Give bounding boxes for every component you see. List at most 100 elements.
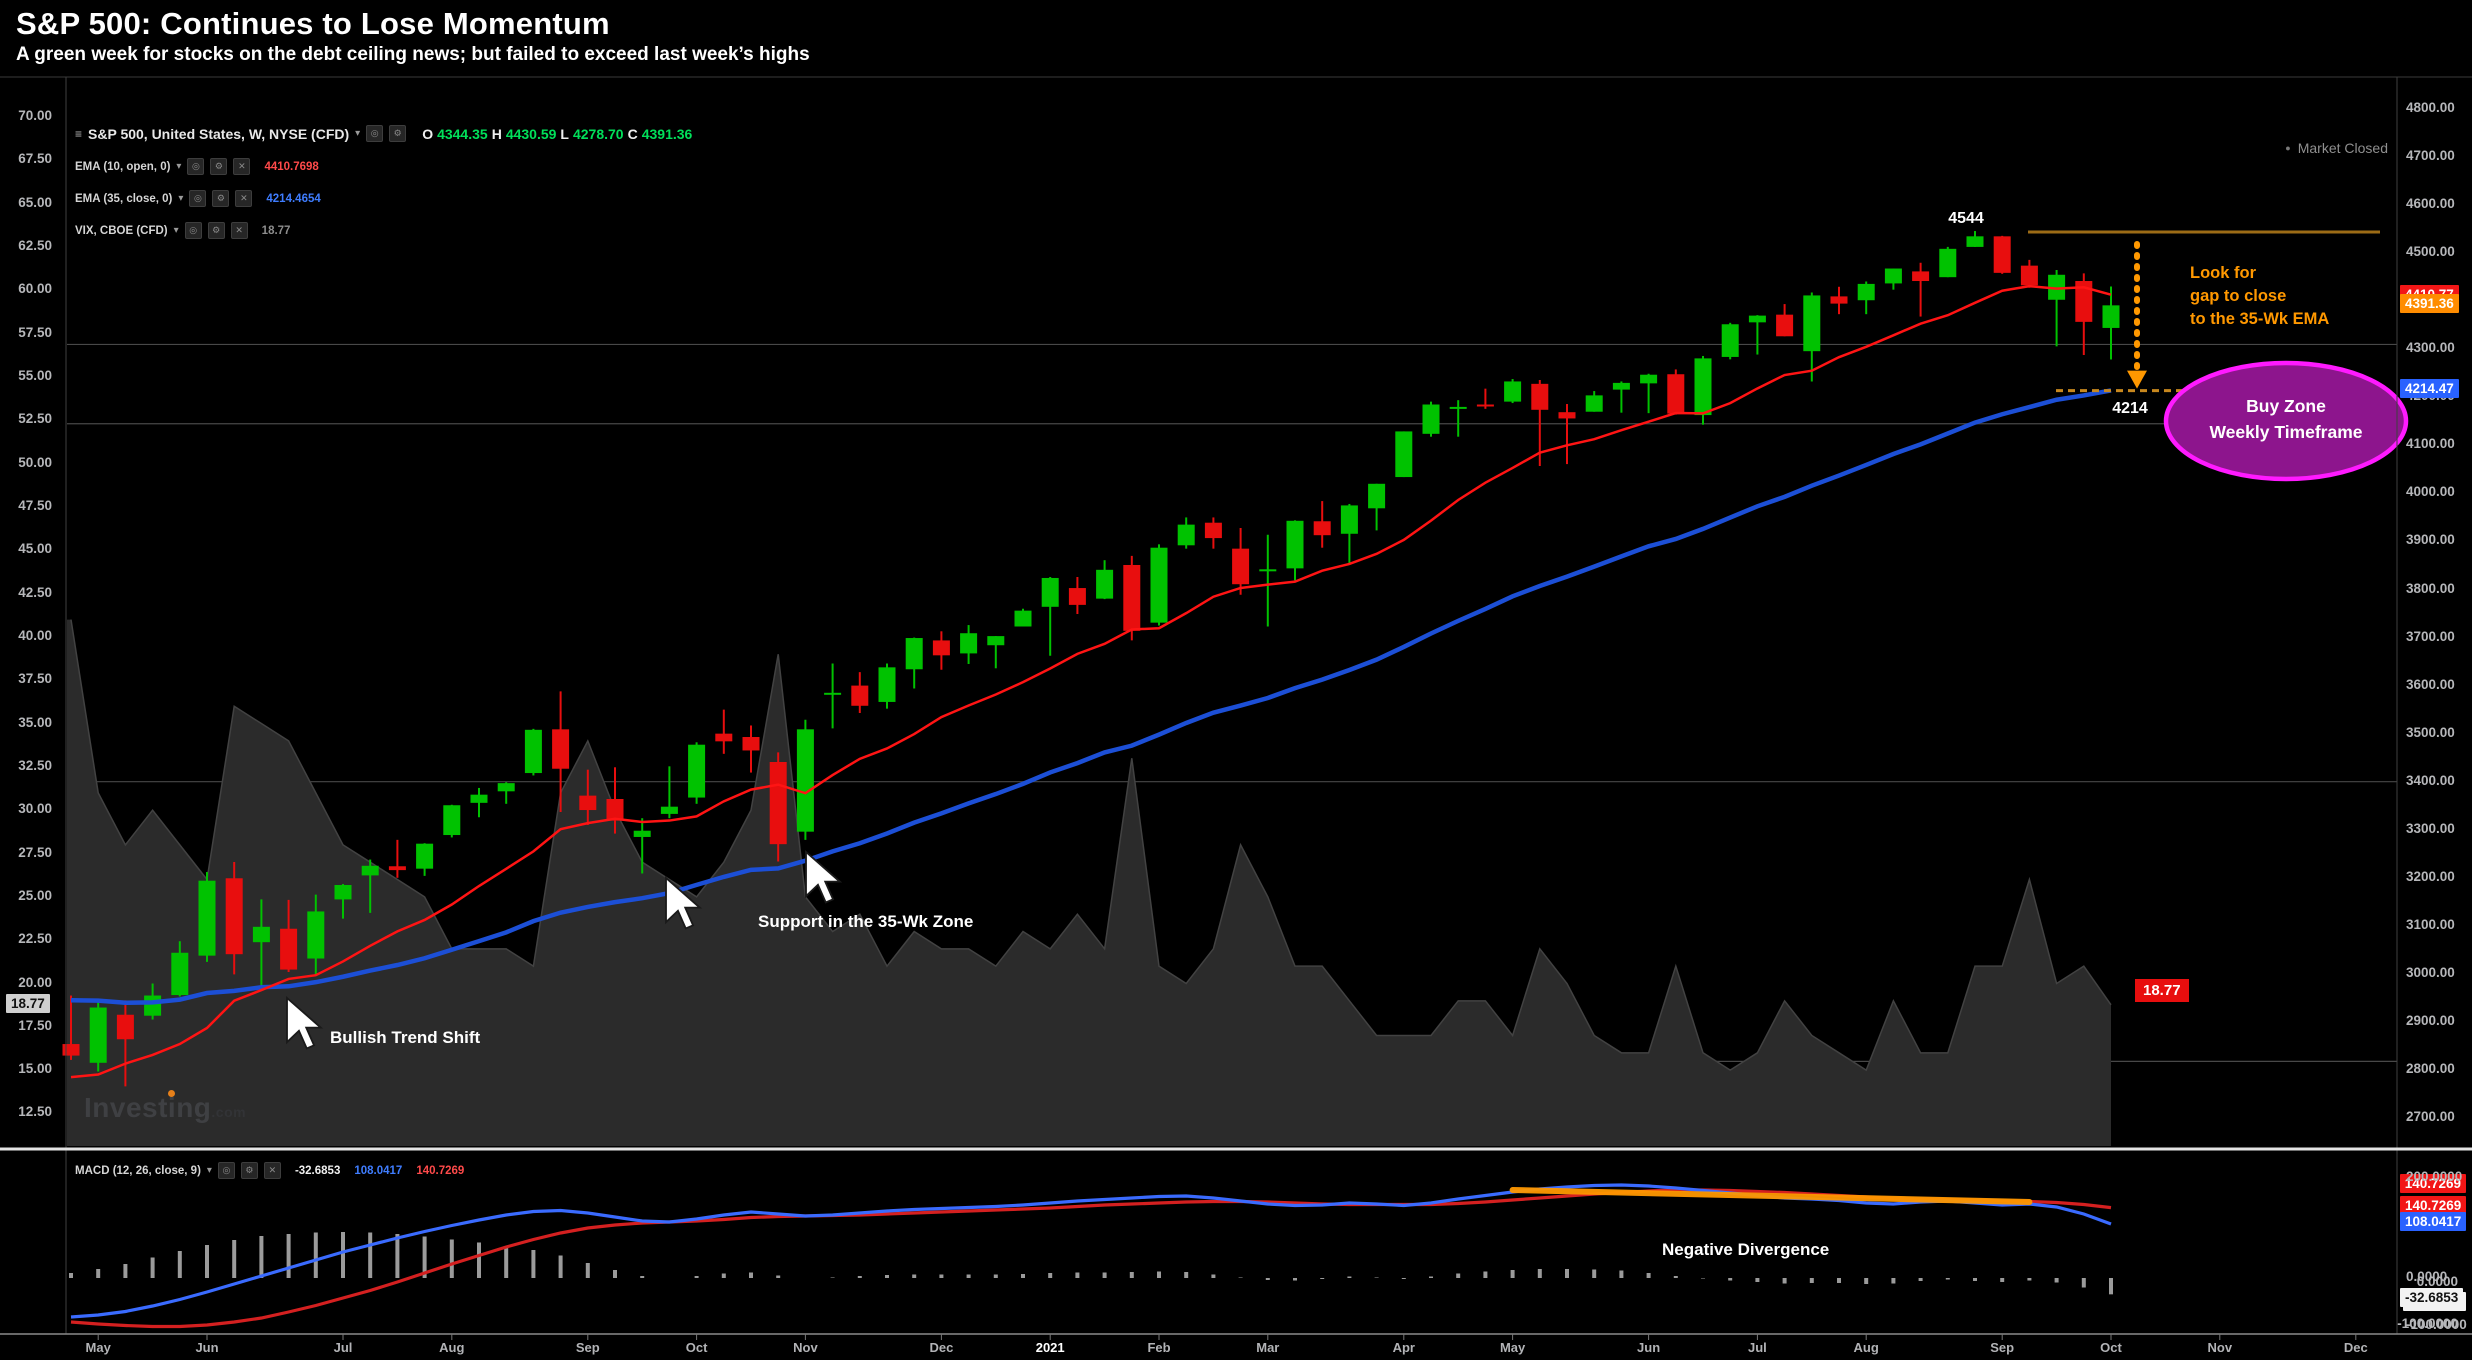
price-axis-badge: 4214.47 bbox=[2400, 379, 2459, 399]
time-axis-label: Dec bbox=[929, 1340, 954, 1355]
candle-body bbox=[1830, 296, 1848, 304]
macd-max-label: 200.0000 bbox=[2406, 1169, 2463, 1184]
price-axis-tick: 4800.00 bbox=[2406, 100, 2455, 115]
ohlc-values: O 4344.35 H 4430.59 L 4278.70 C 4391.36 bbox=[422, 126, 692, 142]
peak-price-annotation: 4544 bbox=[1948, 210, 1984, 227]
candle-body bbox=[416, 843, 434, 869]
buy-zone-ellipse bbox=[2163, 360, 2409, 482]
close-icon[interactable]: ✕ bbox=[235, 190, 253, 207]
ohlc-value: 4430.59 bbox=[505, 125, 557, 142]
vix-axis-tick: 50.00 bbox=[18, 454, 52, 470]
vix-area-edge bbox=[70, 619, 2112, 1072]
macd-signal-line bbox=[70, 1188, 2112, 1329]
candle-body bbox=[252, 926, 270, 943]
eye-icon[interactable]: ◎ bbox=[189, 190, 207, 207]
symbol-legend[interactable]: ≡ S&P 500, United States, W, NYSE (CFD) … bbox=[75, 125, 692, 142]
eye-icon[interactable]: ◎ bbox=[366, 125, 384, 142]
look-for-gap-annotation: Look for gap to close to the 35-Wk EMA bbox=[2190, 262, 2329, 331]
candle-body bbox=[1449, 406, 1467, 409]
close-icon[interactable]: ✕ bbox=[233, 158, 251, 175]
vix-axis-tick: 57.50 bbox=[18, 324, 52, 340]
price-axis-tick: 2800.00 bbox=[2406, 1061, 2455, 1076]
candle-body bbox=[1966, 236, 1984, 247]
close-icon[interactable]: ✕ bbox=[263, 1162, 281, 1179]
ohlc-value: 4278.70 bbox=[572, 125, 624, 142]
vix-axis-tick: 52.50 bbox=[18, 411, 52, 427]
candle-body bbox=[579, 795, 597, 811]
chevron-down-icon[interactable]: ▾ bbox=[173, 225, 179, 236]
investing-logo: Investing.com bbox=[84, 1090, 246, 1124]
candle-body bbox=[1640, 374, 1658, 384]
divergence-trendline bbox=[1509, 1187, 2033, 1205]
logo-dot-icon bbox=[168, 1090, 175, 1097]
macd-hist-value: -32.6853 bbox=[294, 1164, 341, 1177]
price-axis-tick: 3400.00 bbox=[2406, 772, 2455, 788]
macd-legend[interactable]: MACD (12, 26, close, 9) ▾ ◎ ⚙ ✕ -32.6853… bbox=[75, 1162, 464, 1179]
page-title: S&P 500: Continues to Lose Momentum bbox=[16, 6, 610, 41]
vix-value-badge: 18.77 bbox=[2135, 979, 2189, 1002]
candle-body bbox=[1612, 382, 1630, 390]
candle-body bbox=[1694, 358, 1712, 416]
candle-body bbox=[144, 995, 162, 1016]
candle-body bbox=[280, 928, 298, 970]
gap-price-annotation: 4214 bbox=[2112, 400, 2148, 417]
vix-axis-tick: 70.00 bbox=[18, 108, 52, 123]
indicator-row-ema35[interactable]: EMA (35, close, 0) ▾ ◎ ⚙ ✕ 4214.4654 bbox=[75, 190, 321, 207]
candle-body bbox=[1041, 577, 1059, 607]
time-scale[interactable]: May Jun Jul Aug Sep Oct Nov Dec 2021 Feb Mar Apr May… bbox=[0, 1334, 2472, 1360]
candle-body bbox=[715, 733, 733, 742]
indicator-label[interactable]: EMA (35, close, 0) bbox=[75, 192, 173, 205]
price-axis-tick: 3500.00 bbox=[2406, 724, 2455, 740]
eye-icon[interactable]: ◎ bbox=[217, 1162, 235, 1179]
indicator-label[interactable]: VIX, CBOE (CFD) bbox=[75, 224, 168, 237]
gear-icon[interactable]: ⚙ bbox=[240, 1162, 258, 1179]
chevron-down-icon[interactable]: ▾ bbox=[355, 128, 361, 139]
candle-body bbox=[2020, 265, 2038, 286]
indicator-label[interactable]: MACD (12, 26, close, 9) bbox=[75, 1164, 201, 1177]
chevron-down-icon[interactable]: ▾ bbox=[176, 161, 182, 172]
price-axis-tick: 3900.00 bbox=[2406, 532, 2455, 548]
candle-body bbox=[1803, 295, 1821, 352]
candle-body bbox=[443, 805, 461, 836]
candle-body bbox=[388, 866, 406, 871]
logo-text: Investing bbox=[84, 1092, 212, 1123]
indicator-label[interactable]: EMA (10, open, 0) bbox=[75, 160, 171, 173]
gear-icon[interactable]: ⚙ bbox=[210, 158, 228, 175]
candle-body bbox=[1259, 569, 1277, 572]
candle-body bbox=[1014, 610, 1032, 627]
eye-icon[interactable]: ◎ bbox=[184, 222, 202, 239]
vix-price-scale[interactable]: 70.00 67.50 65.00 62.50 60.00 57.50 55.00 52.50… bbox=[0, 0, 66, 1360]
candle-body bbox=[116, 1014, 134, 1040]
indicator-row-vix[interactable]: VIX, CBOE (CFD) ▾ ◎ ⚙ ✕ 18.77 bbox=[75, 222, 290, 239]
indicator-value: 4214.4654 bbox=[266, 192, 321, 205]
vix-axis-tick: 15.00 bbox=[18, 1061, 52, 1077]
gear-icon[interactable]: ⚙ bbox=[389, 125, 407, 142]
gear-icon[interactable]: ⚙ bbox=[212, 190, 230, 207]
candle-body bbox=[552, 729, 570, 769]
price-axis-tick: 4500.00 bbox=[2406, 244, 2455, 260]
vix-axis-tick: 40.00 bbox=[18, 627, 52, 643]
time-axis-label: Aug bbox=[439, 1340, 465, 1355]
gear-icon[interactable]: ⚙ bbox=[207, 222, 225, 239]
status-dot-icon: ● bbox=[2285, 143, 2291, 153]
chevron-down-icon[interactable]: ▾ bbox=[178, 193, 184, 204]
main-price-scale[interactable]: 4800.004700.004600.004500.004400.004300.… bbox=[2398, 0, 2472, 1360]
ema35-line bbox=[70, 388, 2112, 1006]
support-annotation: Support in the 35-Wk Zone bbox=[758, 912, 974, 931]
indicator-value: 4410.7698 bbox=[264, 160, 319, 173]
vix-axis-tick: 12.50 bbox=[18, 1104, 52, 1120]
chevron-down-icon[interactable]: ▾ bbox=[206, 1165, 212, 1176]
time-axis-label: May bbox=[85, 1340, 111, 1355]
indicator-row-ema10[interactable]: EMA (10, open, 0) ▾ ◎ ⚙ ✕ 4410.7698 bbox=[75, 158, 319, 175]
price-axis-tick: 4700.00 bbox=[2406, 148, 2455, 164]
candle-body bbox=[2075, 281, 2093, 322]
price-axis-tick: 2900.00 bbox=[2406, 1012, 2455, 1028]
symbol-name[interactable]: S&P 500, United States, W, NYSE (CFD) bbox=[88, 125, 350, 142]
collapse-icon[interactable]: ≡ bbox=[75, 126, 83, 141]
close-icon[interactable]: ✕ bbox=[230, 222, 248, 239]
eye-icon[interactable]: ◎ bbox=[187, 158, 205, 175]
page-subtitle: A green week for stocks on the debt ceil… bbox=[16, 44, 810, 65]
candle-body bbox=[1531, 383, 1549, 410]
